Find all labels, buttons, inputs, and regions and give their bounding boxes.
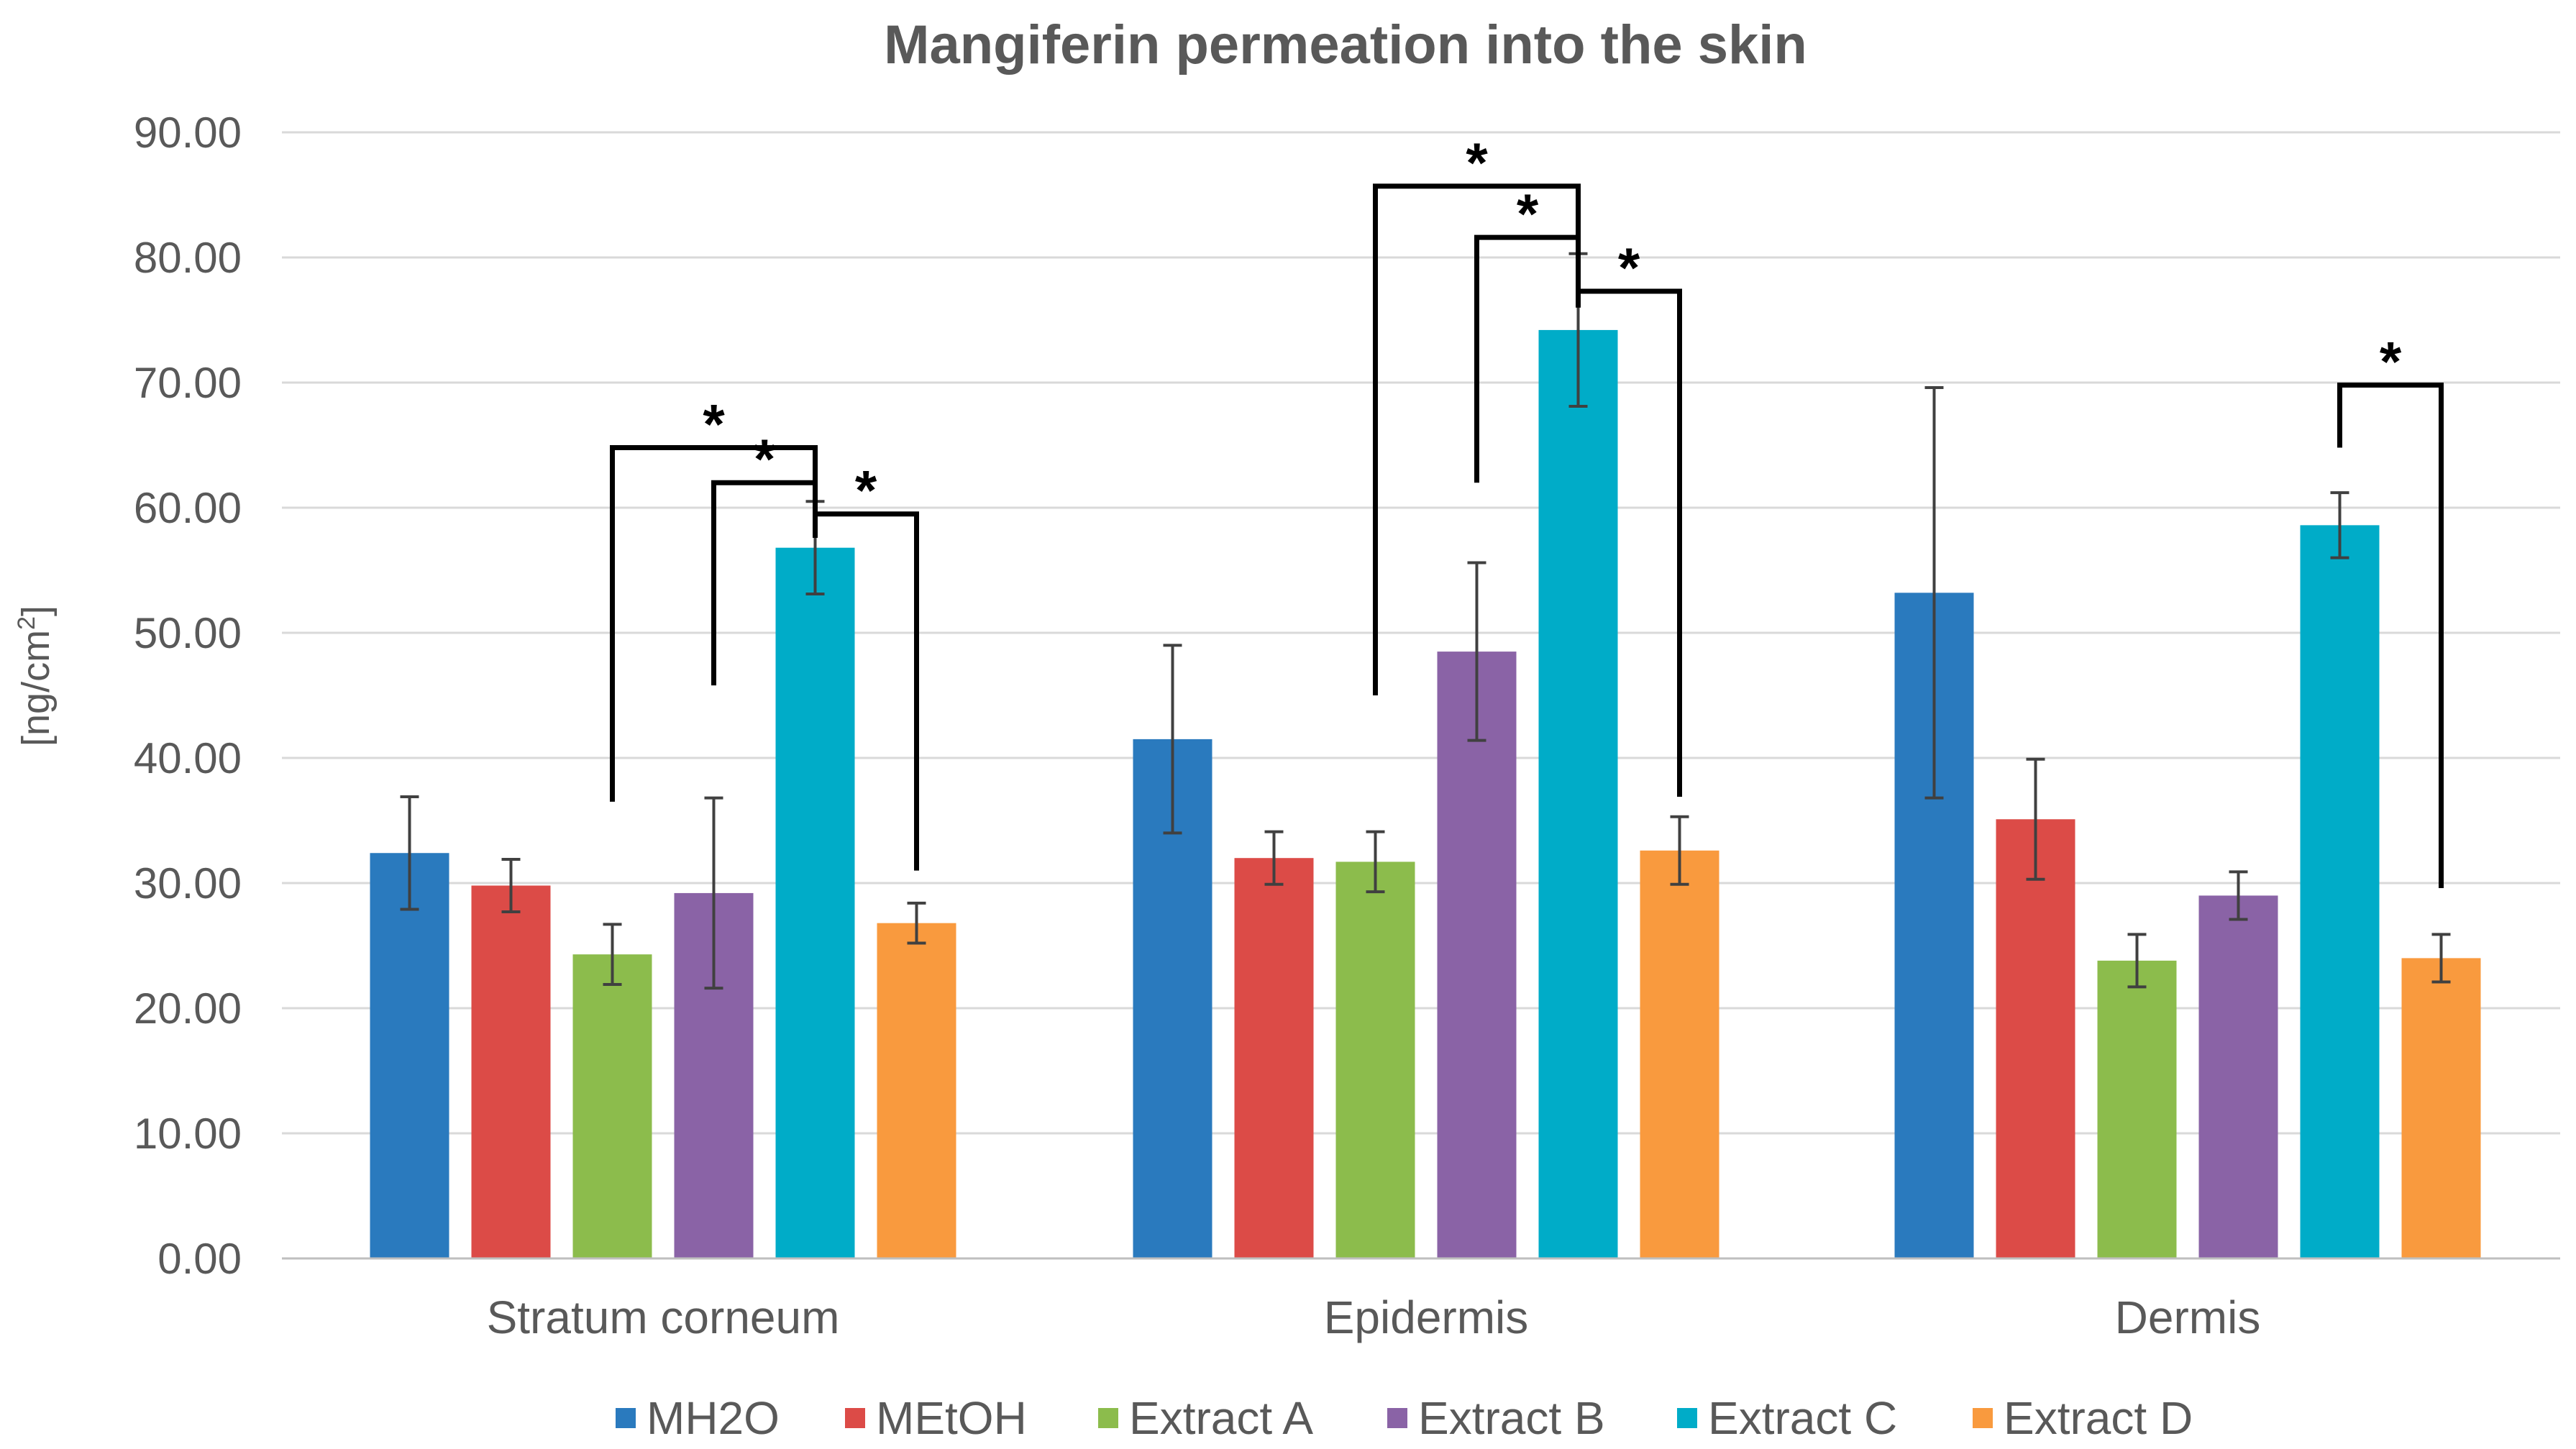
bar-metoh-0 <box>471 885 551 1258</box>
error-bar <box>2026 757 2045 881</box>
bar-extract-c-0 <box>775 547 855 1258</box>
bar-extract-b-1 <box>1437 652 1517 1258</box>
bar-extract-a-1 <box>1335 861 1415 1258</box>
error-bar <box>2330 491 2349 559</box>
significance-star: * <box>703 392 725 455</box>
bar-extract-c-1 <box>1538 329 1618 1258</box>
legend-label: Extract C <box>1708 1392 1897 1444</box>
y-tick-label: 10.00 <box>134 1110 242 1158</box>
bar-extract-d-2 <box>2401 958 2481 1258</box>
y-tick-label: 0.00 <box>157 1235 242 1283</box>
error-bars <box>400 252 2451 990</box>
y-axis-ticks: 0.00 10.00 20.00 30.00 40.00 50.00 60.00 70.00 8… <box>134 109 242 1283</box>
legend-item[interactable]: Extract C <box>1677 1392 1897 1444</box>
legend-item[interactable]: MEtOH <box>845 1392 1027 1444</box>
error-bar <box>1670 815 1689 886</box>
y-tick-label: 70.00 <box>134 359 242 407</box>
legend-swatch <box>1098 1408 1118 1428</box>
error-bar <box>2127 933 2147 989</box>
significance-star: * <box>1618 236 1640 299</box>
x-category-label: Stratum corneum <box>487 1292 840 1343</box>
error-bar <box>1366 830 1385 894</box>
bar-extract-b-2 <box>2198 895 2278 1258</box>
y-tick-label: 40.00 <box>134 734 242 782</box>
bar-metoh-2 <box>1996 819 2075 1258</box>
significance-star: * <box>855 459 877 522</box>
significance-bracket: * <box>1474 182 1581 483</box>
error-bar <box>2229 870 2248 921</box>
bar-extract-d-1 <box>1640 850 1719 1258</box>
y-axis-label-superscript: 2 <box>13 616 40 630</box>
bracket-line <box>1474 234 1581 483</box>
y-tick-label: 80.00 <box>134 234 242 282</box>
legend-label: Extract A <box>1129 1392 1313 1444</box>
error-bar <box>1163 644 1182 835</box>
legend-label: MEtOH <box>876 1392 1027 1444</box>
y-axis-label-suffix: ] <box>14 605 58 616</box>
bracket-line <box>813 511 919 871</box>
bars <box>370 329 2481 1258</box>
significance-star: * <box>754 427 776 490</box>
legend-swatch <box>845 1408 865 1428</box>
significance-bracket: * <box>1576 236 1682 797</box>
legend-label: Extract B <box>1418 1392 1605 1444</box>
error-bar <box>1467 561 1486 742</box>
legend-item[interactable]: Extract D <box>1973 1392 2193 1444</box>
y-axis-label: [ng/cm2] <box>13 605 58 746</box>
significance-bracket: * <box>813 459 919 871</box>
bar-extract-d-0 <box>877 923 956 1258</box>
legend-item[interactable]: MH2O <box>616 1392 780 1444</box>
error-bar <box>1264 830 1284 886</box>
x-category-label: Dermis <box>2115 1292 2261 1343</box>
bar-extract-a-2 <box>2097 960 2177 1258</box>
legend-swatch <box>1973 1408 1993 1428</box>
y-tick-label: 50.00 <box>134 609 242 657</box>
y-tick-label: 90.00 <box>134 109 242 157</box>
error-bar <box>2431 933 2451 984</box>
error-bar <box>907 901 926 945</box>
legend-label: MH2O <box>647 1392 780 1444</box>
error-bar <box>501 857 521 914</box>
error-bar <box>603 923 622 986</box>
legend-item[interactable]: Extract B <box>1387 1392 1605 1444</box>
error-bar <box>1924 385 1944 800</box>
legend-swatch <box>1677 1408 1697 1428</box>
bar-metoh-1 <box>1234 858 1314 1258</box>
bracket-line <box>711 480 818 686</box>
legend-swatch <box>1387 1408 1407 1428</box>
y-tick-label: 30.00 <box>134 859 242 908</box>
chart-title: Mangiferin permeation into the skin <box>884 14 1807 76</box>
bracket-line <box>2337 382 2444 888</box>
bar-extract-a-0 <box>572 954 652 1258</box>
significance-star: * <box>2380 329 2402 393</box>
gridlines <box>282 131 2560 1135</box>
legend-item[interactable]: Extract A <box>1098 1392 1313 1444</box>
x-axis-categories: Stratum corneum Epidermis Dermis <box>487 1292 2261 1343</box>
significance-star: * <box>1517 182 1539 245</box>
legend[interactable]: MH2O MEtOH Extract A Extract B Extract C Extr… <box>616 1392 2193 1444</box>
y-axis-label-main: [ng/cm <box>14 630 58 746</box>
significance-bracket: * <box>2337 329 2444 888</box>
bar-extract-c-2 <box>2300 525 2380 1258</box>
error-bar <box>400 795 419 911</box>
x-category-label: Epidermis <box>1324 1292 1529 1343</box>
significance-star: * <box>1466 131 1488 194</box>
bar-mh2o-0 <box>370 853 449 1258</box>
bracket-line <box>1576 288 1682 797</box>
significance-bracket: * <box>711 427 818 686</box>
legend-swatch <box>616 1408 636 1428</box>
legend-label: Extract D <box>2004 1392 2193 1444</box>
y-tick-label: 60.00 <box>134 484 242 532</box>
y-tick-label: 20.00 <box>134 984 242 1033</box>
significance-brackets: * * * * * * * <box>610 131 2444 888</box>
error-bar <box>704 796 723 990</box>
